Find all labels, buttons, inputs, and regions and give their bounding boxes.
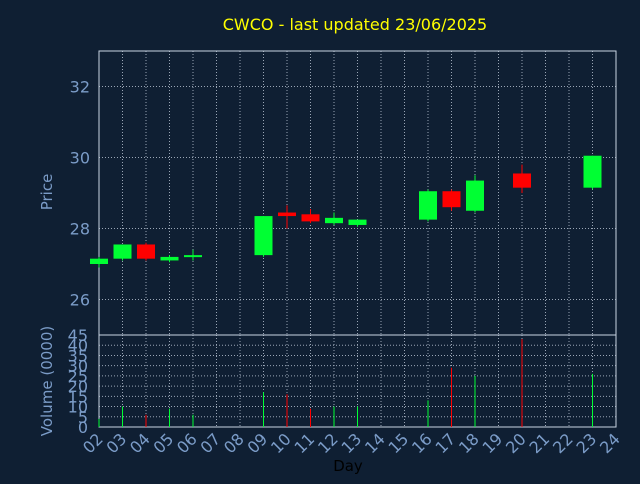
price-tick-labels: 26 28 30 32: [70, 78, 90, 310]
candle-body: [137, 244, 155, 259]
volume-tick-label: 10: [68, 398, 88, 417]
candle-body: [442, 191, 461, 208]
candle-body: [513, 173, 531, 188]
candle: [137, 242, 155, 261]
volume-tick-label: 20: [68, 377, 88, 396]
candle: [419, 189, 437, 222]
candle: [325, 212, 343, 225]
volume-tick-label: 35: [68, 346, 88, 365]
volume-tick-label: 25: [68, 367, 88, 386]
candle: [90, 256, 108, 268]
candle: [184, 249, 202, 261]
candle: [442, 189, 461, 211]
candle-body: [90, 258, 108, 264]
candles: [90, 155, 602, 268]
price-tick-label: 26: [70, 291, 90, 310]
candle: [113, 244, 132, 261]
candle: [254, 216, 273, 257]
price-tick-label: 28: [70, 220, 90, 239]
x-tick-labels: 0203040506070809101112131415161718192021…: [79, 429, 624, 457]
volume-tick-label: 30: [68, 357, 88, 376]
y-axis-label: Price: [38, 174, 56, 211]
candle: [278, 205, 296, 229]
x-tick-label: 24: [596, 429, 624, 457]
volume-axis-label: Volume (0000): [38, 326, 56, 436]
candle: [301, 208, 320, 224]
candle: [513, 164, 531, 193]
volume-tick-label: 40: [68, 336, 88, 355]
price-tick-label: 32: [70, 78, 90, 97]
candle-body: [254, 216, 273, 256]
candle-body: [184, 255, 202, 258]
candle-body: [466, 180, 484, 211]
candle-body: [419, 191, 437, 220]
volume-tick-label: 45: [68, 326, 88, 345]
x-axis-label: Day: [333, 457, 363, 475]
candle-body: [278, 212, 296, 217]
candle-body: [325, 217, 343, 224]
price-grid: [99, 51, 616, 335]
candle-body: [301, 214, 320, 222]
volume-tick-label: 0: [78, 418, 88, 437]
candle-body: [113, 244, 132, 259]
volume-bars: [98, 339, 593, 427]
candle: [466, 175, 484, 213]
candle: [348, 219, 367, 227]
candle-body: [583, 155, 602, 188]
chart-title: CWCO - last updated 23/06/2025: [223, 15, 487, 34]
volume-tick-label: 15: [68, 387, 88, 406]
candle-body: [348, 219, 367, 225]
volume-tick-label: 5: [78, 408, 88, 427]
candle: [160, 255, 179, 263]
price-tick-label: 30: [70, 149, 90, 168]
candle: [583, 155, 602, 190]
candle-body: [160, 256, 179, 261]
